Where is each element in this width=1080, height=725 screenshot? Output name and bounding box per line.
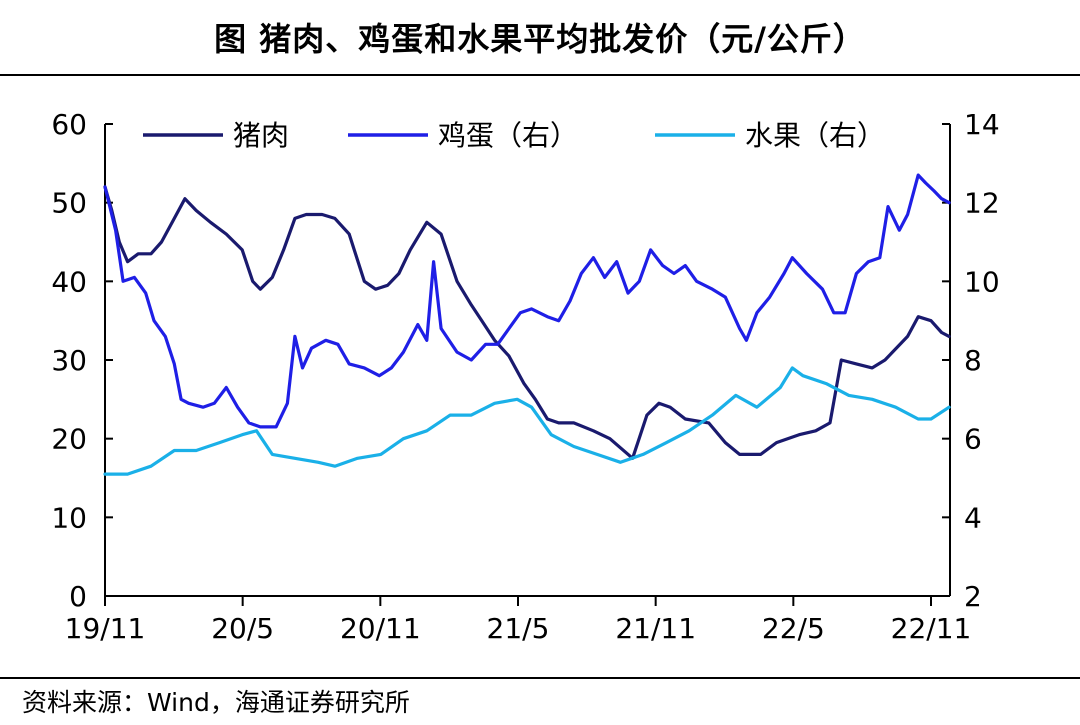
- x-tick-label: 20/11: [340, 612, 421, 645]
- y-left-tick-label: 0: [69, 580, 87, 613]
- legend-label-2: 鸡蛋（右）: [438, 119, 578, 152]
- x-tick-label: 21/5: [487, 612, 550, 645]
- chart-title-bar: 图 猪肉、鸡蛋和水果平均批发价（元/公斤）: [0, 0, 1080, 74]
- x-tick-label: 22/5: [762, 612, 825, 645]
- y-left-tick-label: 40: [51, 265, 87, 298]
- title-rule: [0, 74, 1080, 76]
- y-right-tick-label: 14: [964, 108, 1000, 141]
- y-right-tick-label: 8: [964, 344, 982, 377]
- chart-axes: 0 10 20 30 40 50 60 2 4 6 8 10 12 14 19/11 20/5 20/11 21/…: [51, 108, 999, 645]
- y-left-tick-label: 20: [51, 423, 87, 456]
- y-right-tick-label: 6: [964, 423, 982, 456]
- source-note: 资料来源：Wind，海通证券研究所: [22, 688, 410, 717]
- line-chart: 0 10 20 30 40 50 60 2 4 6 8 10 12 14 19/11 20/5 20/11 21/…: [51, 108, 999, 645]
- legend-label-3: 水果（右）: [745, 119, 885, 152]
- y-right-tick-label: 4: [964, 501, 982, 534]
- x-tick-label: 20/5: [211, 612, 274, 645]
- y-left-tick-label: 30: [51, 344, 87, 377]
- series-line-1: [103, 185, 951, 460]
- x-tick-label: 22/11: [891, 612, 972, 645]
- x-tick-label: 21/11: [615, 612, 696, 645]
- y-left-tick-label: 50: [51, 187, 87, 220]
- y-right-tick-label: 12: [964, 187, 1000, 220]
- chart-legend: 猪肉 鸡蛋（右） 水果（右）: [143, 119, 885, 152]
- y-right-tick-label: 2: [964, 580, 982, 613]
- y-left-tick-label: 60: [51, 108, 87, 141]
- series-line-2: [103, 173, 951, 429]
- y-right-tick-label: 10: [964, 265, 1000, 298]
- x-tick-label: 19/11: [65, 612, 146, 645]
- series-layer: [103, 173, 951, 476]
- series-line-3: [103, 366, 951, 476]
- source-rule: [0, 677, 1080, 679]
- chart-title: 图 猪肉、鸡蛋和水果平均批发价（元/公斤）: [214, 20, 866, 58]
- y-left-tick-label: 10: [51, 501, 87, 534]
- legend-label-1: 猪肉: [233, 119, 289, 152]
